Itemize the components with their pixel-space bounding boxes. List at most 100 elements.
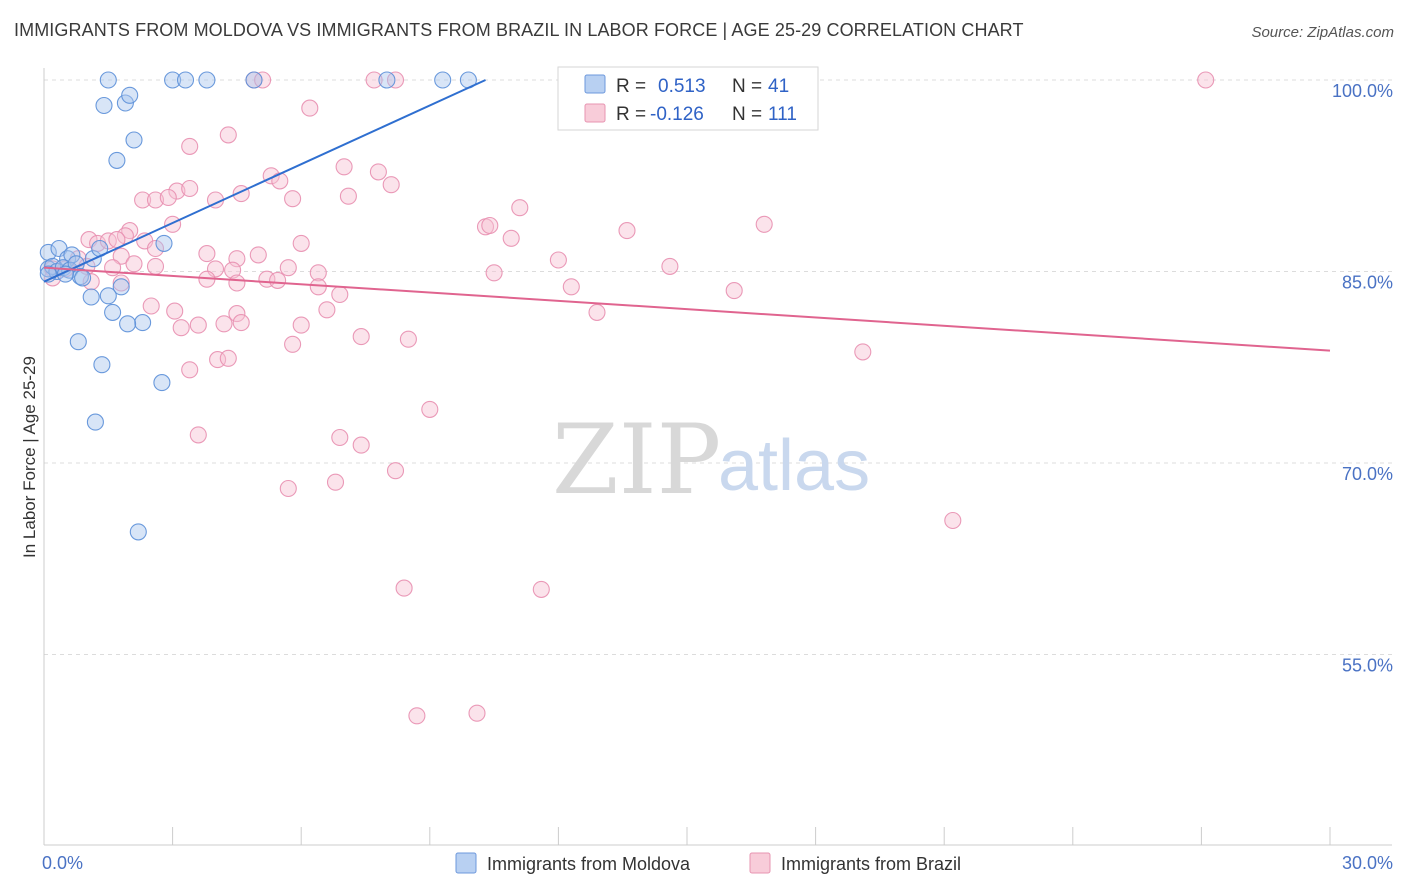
point-brazil-63 bbox=[309, 278, 327, 296]
point-brazil-37 bbox=[146, 239, 165, 258]
y-tick-label-2: 85.0% bbox=[1342, 273, 1393, 293]
y-tick-label-3: 100.0% bbox=[1332, 81, 1393, 101]
stats-r-value-brazil: -0.126 bbox=[650, 104, 704, 125]
point-brazil-2 bbox=[365, 71, 383, 89]
point-brazil-84 bbox=[421, 400, 439, 418]
y-tick-label-1: 70.0% bbox=[1342, 464, 1393, 484]
point-brazil-35 bbox=[292, 234, 310, 252]
stats-n-value-moldova: 41 bbox=[768, 76, 789, 97]
point-brazil-14 bbox=[181, 179, 199, 198]
point-brazil-75 bbox=[232, 314, 250, 332]
point-brazil-95 bbox=[468, 704, 486, 722]
point-brazil-92 bbox=[395, 579, 413, 597]
point-brazil-26 bbox=[755, 215, 773, 233]
point-brazil-64 bbox=[331, 285, 349, 304]
point-brazil-71 bbox=[588, 303, 606, 321]
watermark-zip: ZIP bbox=[552, 404, 721, 516]
point-moldova-32 bbox=[99, 287, 117, 305]
point-brazil-82 bbox=[219, 349, 237, 367]
point-brazil-85 bbox=[189, 426, 207, 444]
point-brazil-78 bbox=[399, 330, 417, 348]
y-tick-labels: 55.0% 70.0% 85.0% 100.0% bbox=[1332, 81, 1393, 676]
point-brazil-27 bbox=[164, 215, 182, 233]
y-tick-label-0: 55.0% bbox=[1342, 656, 1393, 676]
point-moldova-39 bbox=[86, 413, 104, 431]
stats-swatch-moldova bbox=[584, 74, 606, 94]
x-tick-labels: 0.0% 30.0% bbox=[42, 853, 1393, 873]
point-moldova-8 bbox=[95, 96, 113, 115]
point-brazil-88 bbox=[386, 462, 405, 480]
gridlines bbox=[44, 79, 1392, 655]
axes bbox=[43, 68, 1392, 846]
stats-r-label-brazil: R = bbox=[616, 104, 646, 125]
point-brazil-3 bbox=[386, 71, 405, 89]
point-brazil-55 bbox=[485, 264, 503, 282]
point-brazil-18 bbox=[159, 188, 177, 207]
chart-title: IMMIGRANTS FROM MOLDOVA VS IMMIGRANTS FR… bbox=[14, 20, 1024, 40]
point-brazil-12 bbox=[382, 176, 400, 194]
point-brazil-54 bbox=[309, 264, 327, 282]
stats-r-label-moldova: R = bbox=[616, 76, 646, 97]
point-brazil-25 bbox=[618, 222, 636, 240]
point-brazil-38 bbox=[112, 247, 130, 265]
point-brazil-53 bbox=[279, 259, 297, 277]
point-brazil-62 bbox=[269, 271, 287, 289]
stats-legend: R = 0.513 N = 41 R = -0.126 N = 111 bbox=[557, 66, 819, 131]
point-brazil-10 bbox=[335, 158, 353, 176]
legend-label-moldova: Immigrants from Moldova bbox=[487, 854, 691, 874]
y-axis-title: In Labor Force | Age 25-29 bbox=[20, 356, 39, 558]
point-brazil-93 bbox=[532, 580, 550, 598]
legend-swatch-moldova bbox=[455, 852, 477, 874]
point-moldova-2 bbox=[176, 71, 195, 89]
point-brazil-66 bbox=[725, 282, 743, 300]
point-brazil-58 bbox=[112, 274, 130, 292]
point-brazil-6 bbox=[219, 126, 237, 144]
point-moldova-40 bbox=[129, 523, 147, 541]
point-brazil-89 bbox=[279, 479, 297, 498]
point-moldova-31 bbox=[82, 288, 100, 306]
point-moldova-33 bbox=[104, 303, 122, 321]
point-brazil-20 bbox=[284, 190, 302, 208]
series-legend: Immigrants from Moldova Immigrants from … bbox=[455, 852, 961, 874]
point-brazil-70 bbox=[318, 301, 336, 319]
point-brazil-50 bbox=[146, 257, 165, 275]
point-brazil-77 bbox=[352, 328, 370, 346]
point-brazil-91 bbox=[944, 511, 962, 530]
point-brazil-69 bbox=[228, 305, 246, 323]
point-brazil-9 bbox=[271, 172, 289, 190]
point-brazil-11 bbox=[369, 163, 387, 181]
point-brazil-68 bbox=[166, 302, 184, 320]
point-brazil-22 bbox=[511, 199, 529, 217]
point-moldova-35 bbox=[119, 315, 137, 333]
point-moldova-36 bbox=[69, 333, 87, 351]
point-brazil-21 bbox=[339, 187, 357, 205]
point-brazil-86 bbox=[331, 428, 349, 447]
point-moldova-3 bbox=[198, 71, 216, 89]
point-brazil-42 bbox=[549, 251, 567, 269]
point-brazil-94 bbox=[408, 707, 426, 725]
point-moldova-29 bbox=[74, 269, 92, 287]
point-brazil-67 bbox=[142, 297, 160, 315]
point-brazil-83 bbox=[181, 361, 199, 379]
point-moldova-10 bbox=[121, 86, 139, 104]
point-brazil-72 bbox=[172, 319, 190, 337]
point-brazil-13 bbox=[168, 182, 186, 200]
point-brazil-65 bbox=[562, 278, 580, 296]
trend-line-brazil bbox=[43, 266, 1331, 352]
point-moldova-30 bbox=[112, 278, 130, 296]
point-brazil-7 bbox=[181, 137, 199, 155]
point-brazil-52 bbox=[224, 261, 242, 279]
stats-n-value-brazil: 111 bbox=[768, 104, 797, 125]
data-points bbox=[39, 71, 1215, 725]
point-brazil-49 bbox=[125, 255, 143, 273]
point-brazil-87 bbox=[352, 436, 370, 454]
point-moldova-5 bbox=[378, 71, 396, 89]
point-brazil-17 bbox=[146, 191, 165, 209]
legend-swatch-brazil bbox=[749, 852, 771, 874]
trend-lines bbox=[43, 79, 1331, 352]
stats-swatch-brazil bbox=[584, 103, 606, 123]
x-tick-label-0: 0.0% bbox=[42, 853, 83, 873]
point-moldova-19 bbox=[155, 234, 173, 252]
point-brazil-76 bbox=[292, 316, 310, 334]
